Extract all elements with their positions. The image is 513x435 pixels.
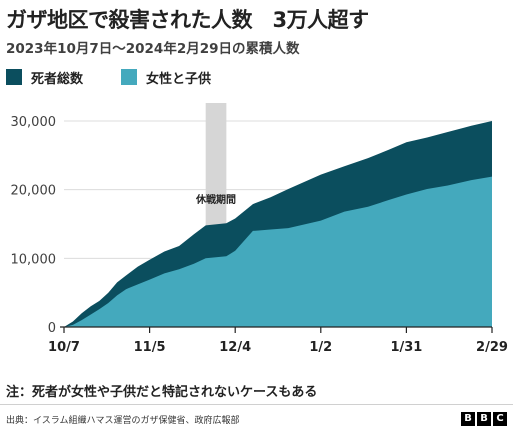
- legend-item-women-children: 女性と子供: [121, 68, 211, 87]
- x-tick-label: 12/4: [219, 340, 251, 355]
- legend-label-women-children: 女性と子供: [146, 71, 212, 87]
- chart-title: ガザ地区で殺害された人数 3万人超す: [6, 8, 369, 32]
- x-tick-label: 2/29: [476, 340, 508, 355]
- area-women-children: [64, 176, 492, 327]
- chart-subtitle: 2023年10月7日～2024年2月29日の累積人数: [6, 41, 300, 57]
- x-tick-label: 1/31: [390, 340, 422, 355]
- area-chart: 0 10,000 20,000 30,000 休戦期間 10/7 11/5 12/4 1/2 1/…: [11, 103, 508, 355]
- bbc-logo-letter: B: [461, 412, 475, 426]
- source-text: 出典：イスラム組織ハマス運営のガザ保健省、政府広報部: [6, 416, 240, 426]
- bbc-logo: B B C: [459, 412, 507, 426]
- bbc-logo-letter: C: [493, 412, 507, 426]
- x-tick-label: 1/2: [309, 340, 332, 355]
- y-tick-label: 10,000: [11, 252, 57, 267]
- footer-divider: [0, 404, 513, 405]
- x-tick-label: 10/7: [48, 340, 80, 355]
- y-tick-label: 0: [48, 321, 56, 336]
- y-tick-label: 20,000: [11, 184, 57, 199]
- legend-swatch-women-children: [121, 69, 138, 85]
- y-tick-label: 30,000: [11, 115, 57, 130]
- truce-period-label: 休戦期間: [195, 193, 236, 206]
- legend: 死者総数 女性と子供: [6, 68, 249, 87]
- footnote: 注：死者が女性や子供だと特記されないケースもある: [6, 385, 318, 400]
- legend-swatch-total: [6, 69, 22, 85]
- bbc-logo-letter: B: [477, 412, 491, 426]
- x-tick-label: 11/5: [134, 340, 166, 355]
- legend-item-total: 死者総数: [6, 68, 83, 87]
- legend-label-total: 死者総数: [31, 71, 84, 87]
